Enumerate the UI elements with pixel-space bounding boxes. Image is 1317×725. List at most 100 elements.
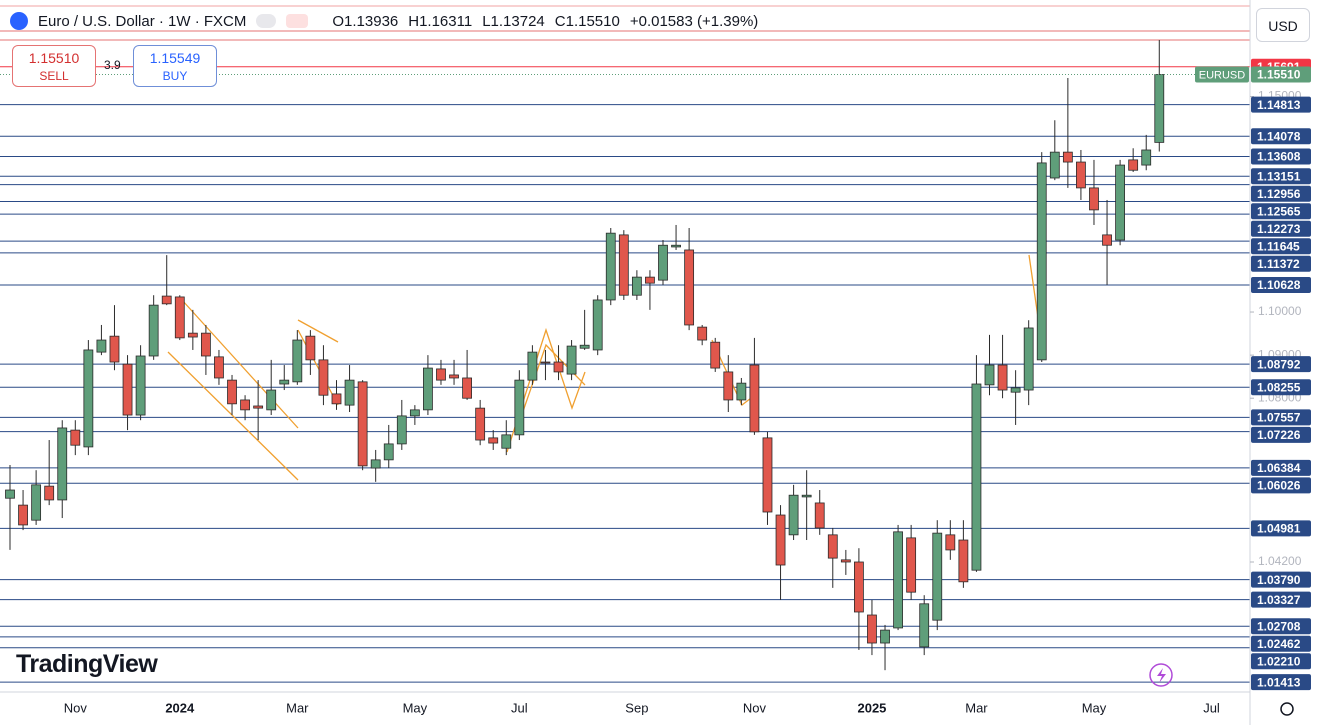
level-label-box [1251,571,1311,588]
level-label-box [1251,477,1311,494]
toggle[interactable] [286,14,309,28]
level-label-box [1251,635,1311,652]
candle-body [370,459,381,469]
symbol-tag-box [1195,66,1249,83]
candle-body [436,368,446,381]
buy-button[interactable]: 1.15549 BUY [133,45,217,87]
level-label-box [1251,96,1311,113]
candle-body [893,531,903,629]
level-label: 1.13608 [1257,150,1301,164]
candle-body [31,484,42,521]
candle-body [227,379,237,405]
lightning-glyph [1157,668,1166,683]
symbol-icon [10,12,28,30]
x-tick-label: Jul [511,700,528,715]
level-label-box [1251,426,1311,443]
candle-body [70,429,81,446]
candle-body [214,356,224,379]
candle-body [1128,159,1139,171]
level-label: 1.14813 [1257,98,1301,112]
level-label: 1.07226 [1257,428,1301,442]
level-label: 1.12565 [1257,204,1301,218]
candle-body [44,485,55,501]
last-price-box [1251,66,1311,83]
trend-line [167,351,299,481]
sell-price: 1.15510 [28,50,80,66]
symbol-title[interactable]: Euro / U.S. Dollar · 1W · FXCM [38,12,247,30]
candle-body [579,344,590,349]
change-value: +0.01583 (+1.39%) [629,12,759,30]
x-tick-label: 2024 [165,700,195,715]
candle-body [383,443,394,461]
candle-body [631,276,642,296]
level-label-box [1251,276,1311,293]
trend-line [297,319,339,343]
candle-body [96,339,107,353]
x-tick-label: Nov [743,700,767,715]
high-value: H1.16311 [408,12,473,30]
candle-body [684,249,695,326]
level-label-box [1251,220,1311,237]
candle-body [292,339,303,383]
candle-body [827,534,838,559]
level-label-box [1251,409,1311,426]
level-label: 1.03790 [1257,573,1301,587]
candle-body [527,351,538,381]
candle-body [945,534,956,551]
candle-body [1154,74,1165,143]
level-label-box [1251,520,1311,537]
settings-icon[interactable] [1280,702,1294,716]
level-label: 1.01413 [1257,675,1301,689]
level-label: 1.13151 [1257,169,1301,183]
level-label-box [1251,255,1311,272]
symbol-tag: EURUSD [1199,69,1246,81]
toggle[interactable] [256,14,277,28]
level-label: 1.03327 [1257,593,1301,607]
candle-body [854,561,864,613]
candle-body [331,393,342,405]
candle-body [605,232,616,301]
candle-body [540,361,551,364]
candle-body [671,244,681,248]
candle-body [1089,187,1099,211]
level-label-box [1251,168,1311,185]
level-label: 1.11645 [1257,239,1300,253]
x-tick-label: Mar [286,700,309,715]
candle-body [357,381,368,467]
sell-button[interactable]: 1.15510 SELL [12,45,96,87]
candle-body [1115,164,1125,241]
trend-drawings [167,254,1043,481]
y-tick-label: 1.04200 [1258,554,1302,568]
candle-body [710,341,721,369]
candle-body [148,304,159,357]
candle-body [814,502,825,529]
level-label-box [1251,148,1311,165]
candle-body [1141,149,1152,166]
candle-body [122,363,133,416]
x-tick-label: Nov [64,700,88,715]
level-label-box [1251,459,1311,476]
candle-body [723,371,734,401]
candle-body [840,559,851,563]
buy-price: 1.15549 [149,50,201,66]
candle-body [736,382,747,401]
header: Euro / U.S. Dollar · 1W · FXCM O1.13936 … [10,12,758,30]
candle-body [553,361,564,373]
currency-button[interactable]: USD [1256,8,1310,42]
candle-body [18,504,28,526]
candle-body [475,407,486,441]
candle-body [867,614,877,644]
level-label-box [1251,238,1311,255]
candle-body [1036,162,1047,361]
candle-body [187,332,198,338]
level-label: 1.07557 [1257,410,1301,424]
candle-body [253,405,264,409]
candle-body [932,532,943,621]
x-tick-label: May [403,700,428,715]
candle-body [83,349,94,448]
lightning-icon[interactable] [1149,663,1173,687]
candle-body [305,335,316,361]
candle-body [762,437,773,513]
